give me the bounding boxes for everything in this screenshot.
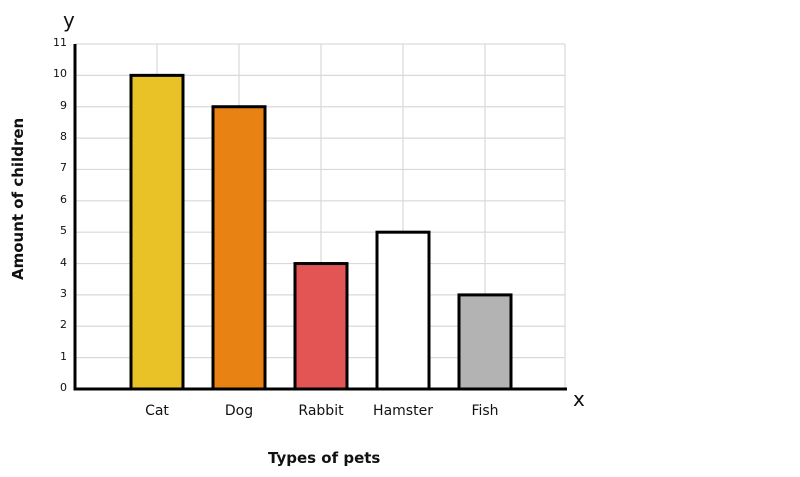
x-category-label: Rabbit: [298, 403, 344, 419]
bar-fish: [457, 293, 513, 391]
bar-dog: [211, 105, 267, 391]
y-tick-label: 10: [53, 67, 67, 81]
y-tick-label: 1: [60, 349, 67, 363]
y-tick-label: 8: [60, 130, 67, 144]
y-tick-label: 9: [60, 98, 67, 112]
y-tick-label: 5: [60, 224, 67, 238]
x-axis-label: Types of pets: [268, 449, 381, 467]
bar-cat: [129, 73, 185, 391]
x-category-label: Dog: [224, 403, 254, 419]
y-tick-label: 4: [60, 255, 67, 269]
y-tick-label: 3: [60, 286, 67, 300]
x-axis-letter: x: [573, 387, 585, 411]
x-category-label: Fish: [471, 403, 499, 419]
y-tick-label: 2: [60, 318, 67, 332]
y-tick-label: 7: [60, 161, 67, 175]
bar-rabbit: [293, 262, 349, 391]
y-axis-letter: y: [63, 8, 75, 32]
bar-hamster: [375, 230, 431, 391]
y-tick-label: 0: [60, 381, 67, 394]
y-tick-label: 11: [53, 36, 67, 49]
x-category-label: Hamster: [373, 403, 433, 419]
y-axis-label: Amount of children: [9, 117, 27, 280]
x-category-label: Cat: [145, 403, 169, 419]
y-tick-label: 6: [60, 192, 67, 206]
